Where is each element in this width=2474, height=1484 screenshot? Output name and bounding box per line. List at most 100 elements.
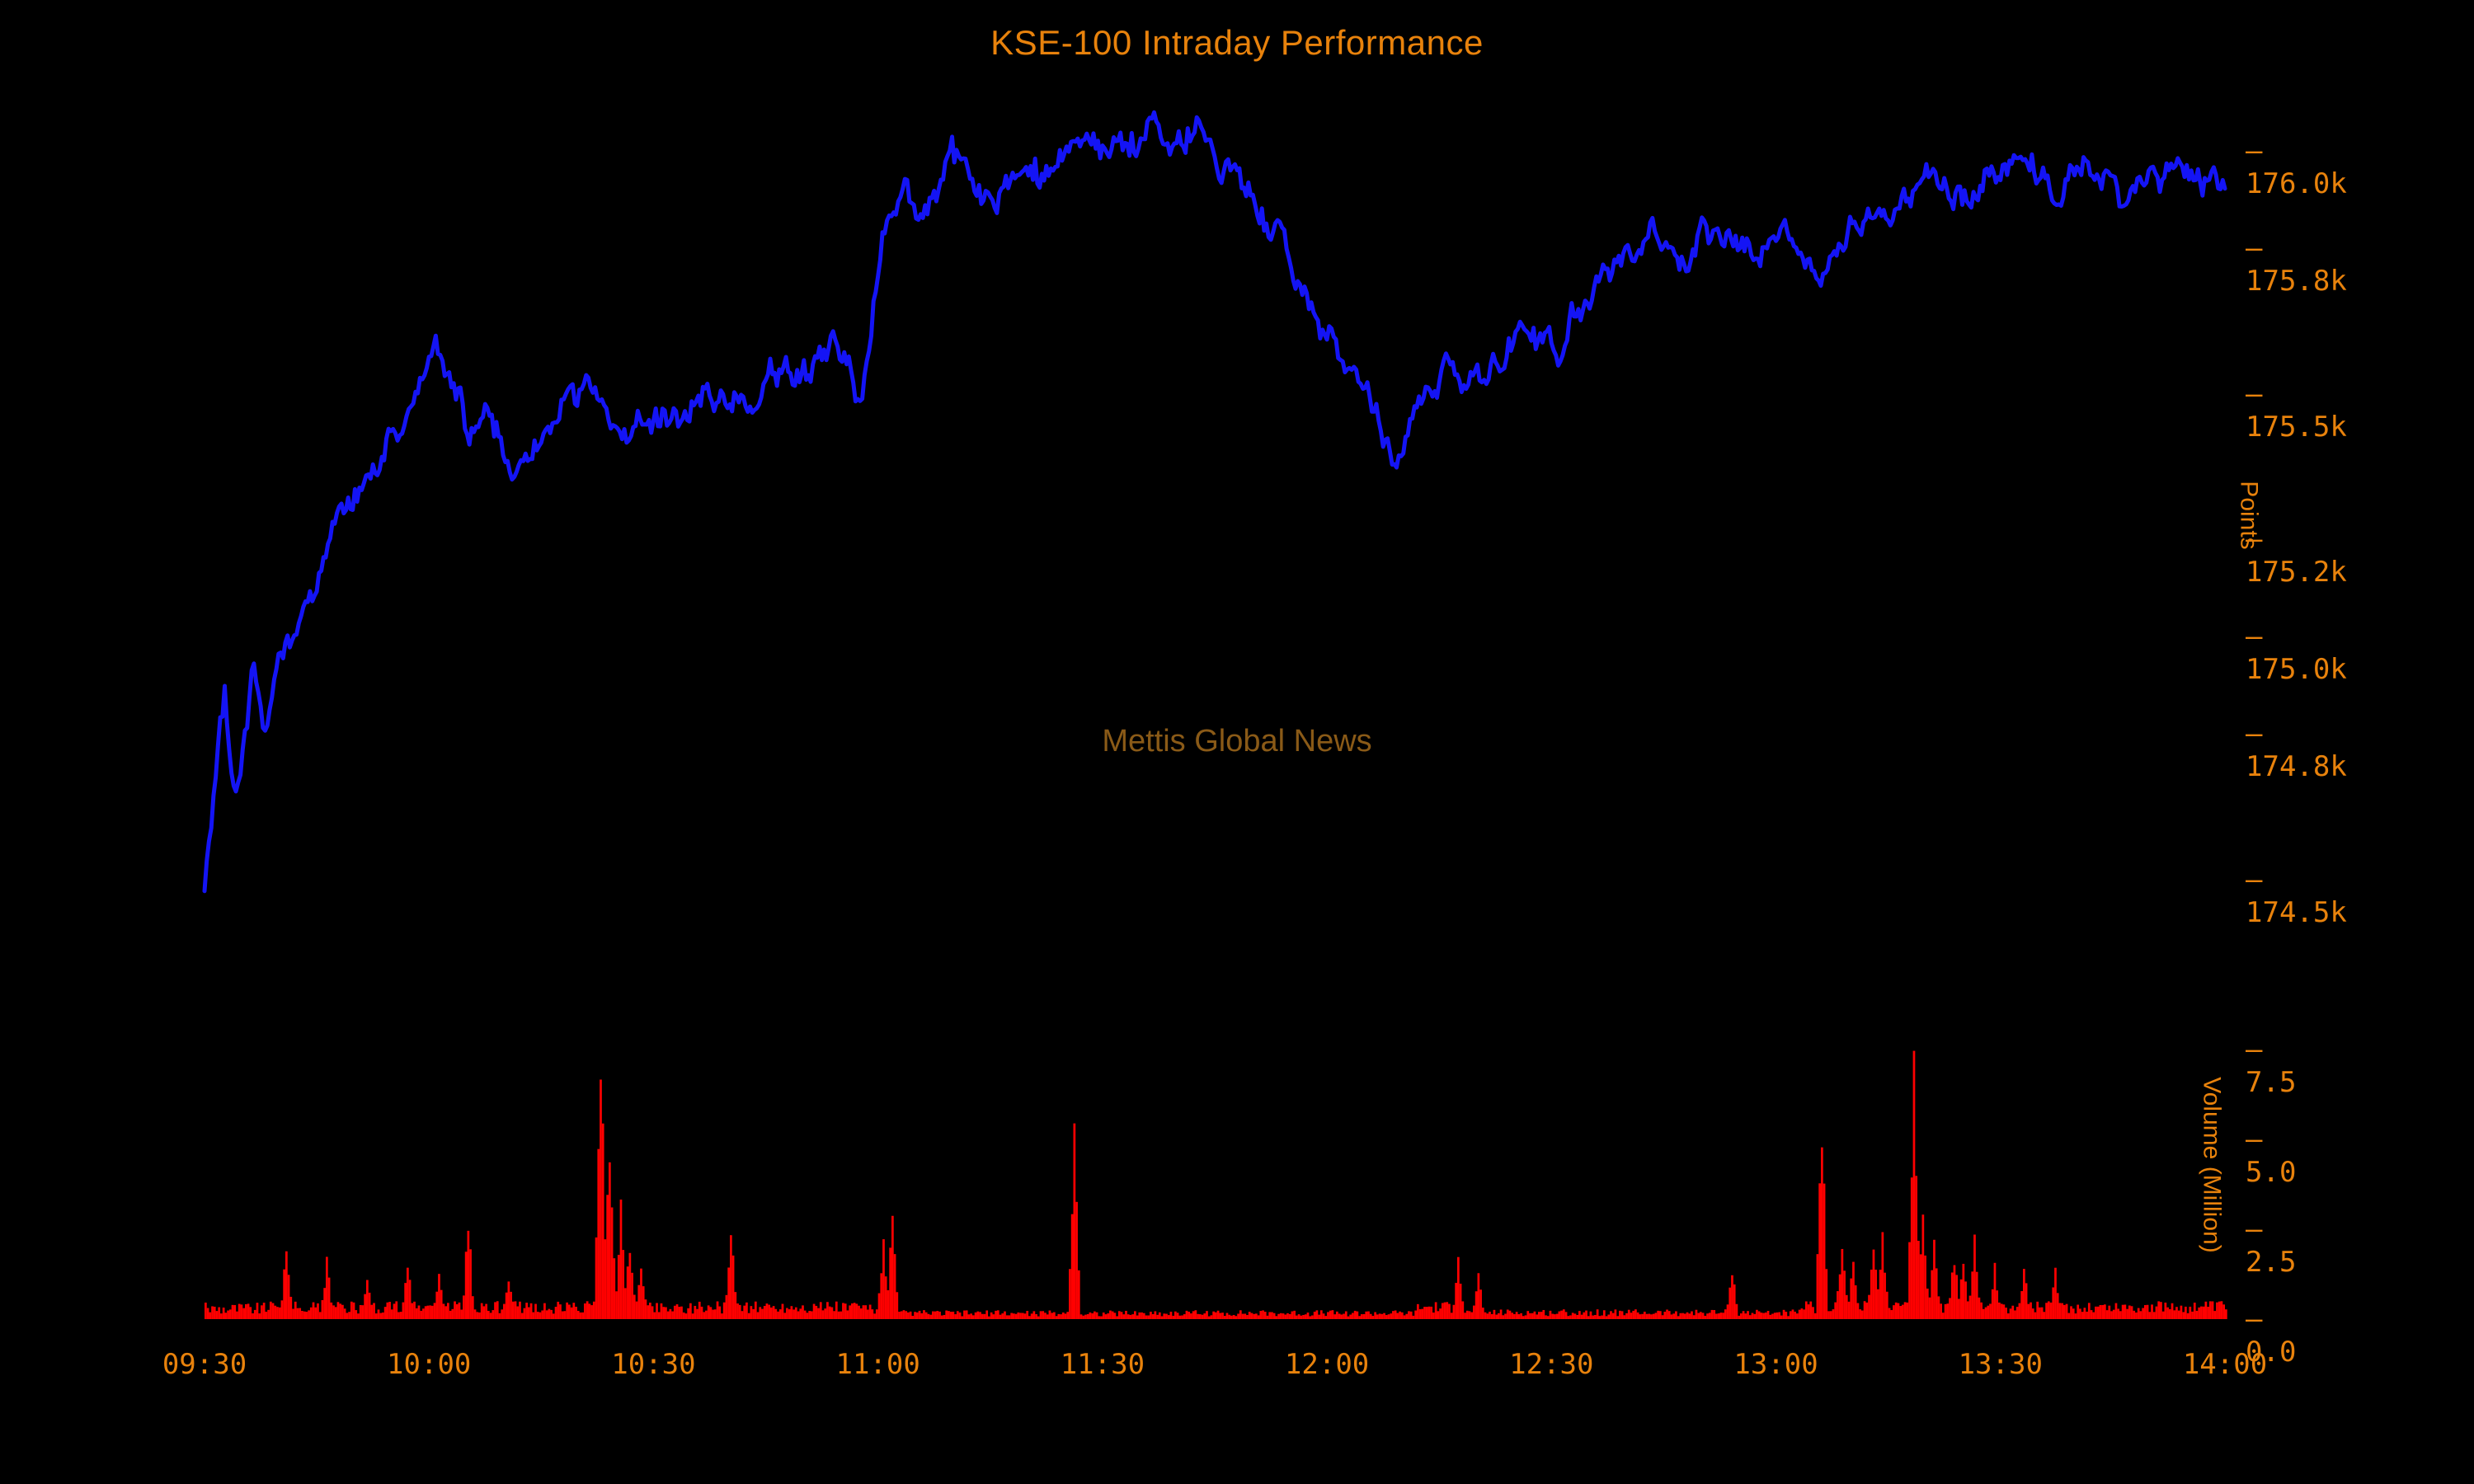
volume-bar[interactable] — [2119, 1311, 2122, 1319]
volume-bar[interactable] — [835, 1302, 838, 1319]
volume-bar[interactable] — [1898, 1303, 1900, 1319]
volume-bar[interactable] — [1879, 1270, 1882, 1319]
volume-bar[interactable] — [1753, 1314, 1756, 1319]
volume-bar[interactable] — [2044, 1312, 2046, 1319]
volume-bar[interactable] — [2041, 1308, 2044, 1319]
volume-bar[interactable] — [1747, 1311, 1749, 1319]
volume-bar[interactable] — [1284, 1314, 1286, 1319]
volume-bar[interactable] — [1370, 1314, 1372, 1319]
volume-bar[interactable] — [1461, 1301, 1464, 1319]
volume-bar[interactable] — [2196, 1311, 2199, 1319]
volume-bar[interactable] — [1731, 1275, 1733, 1319]
volume-bar[interactable] — [941, 1316, 943, 1319]
volume-bar[interactable] — [1563, 1309, 1565, 1319]
volume-bar[interactable] — [726, 1295, 728, 1319]
volume-bar[interactable] — [1004, 1312, 1006, 1319]
volume-bar[interactable] — [782, 1304, 784, 1319]
volume-bar[interactable] — [478, 1313, 481, 1319]
volume-bar[interactable] — [2148, 1312, 2151, 1319]
volume-bar[interactable] — [807, 1313, 809, 1319]
volume-bar[interactable] — [1028, 1316, 1031, 1319]
volume-bar[interactable] — [696, 1309, 698, 1319]
volume-bar[interactable] — [1172, 1316, 1174, 1319]
volume-bar[interactable] — [344, 1308, 346, 1319]
volume-bar[interactable] — [1888, 1308, 1891, 1319]
volume-bar[interactable] — [1884, 1273, 1886, 1319]
volume-bar[interactable] — [1908, 1242, 1911, 1319]
volume-bar[interactable] — [954, 1314, 957, 1319]
volume-bar[interactable] — [757, 1313, 760, 1320]
volume-bar[interactable] — [2052, 1288, 2054, 1319]
volume-bar[interactable] — [1520, 1313, 1522, 1319]
volume-bar[interactable] — [1774, 1313, 1776, 1319]
volume-bar[interactable] — [1987, 1306, 1989, 1319]
volume-bar[interactable] — [225, 1313, 228, 1319]
volume-bar[interactable] — [1357, 1312, 1359, 1319]
volume-bar[interactable] — [568, 1304, 571, 1319]
volume-bar[interactable] — [1457, 1257, 1460, 1319]
volume-bar[interactable] — [285, 1252, 288, 1319]
volume-bar[interactable] — [1215, 1313, 1217, 1319]
volume-bar[interactable] — [602, 1124, 604, 1319]
volume-bar[interactable] — [1929, 1298, 1931, 1319]
volume-bar[interactable] — [1013, 1313, 1015, 1319]
volume-bar[interactable] — [1823, 1184, 1826, 1319]
volume-bar[interactable] — [1554, 1314, 1556, 1319]
volume-bar[interactable] — [1693, 1315, 1696, 1319]
volume-bar[interactable] — [1395, 1311, 1397, 1319]
volume-bar[interactable] — [985, 1310, 988, 1319]
volume-bar[interactable] — [1933, 1240, 1935, 1319]
volume-bar[interactable] — [963, 1311, 966, 1319]
volume-bar[interactable] — [761, 1309, 764, 1319]
volume-bar[interactable] — [373, 1303, 375, 1319]
volume-bar[interactable] — [1047, 1314, 1049, 1319]
volume-bar[interactable] — [2175, 1307, 2178, 1319]
volume-bar[interactable] — [1249, 1312, 1251, 1319]
volume-bar[interactable] — [1056, 1316, 1058, 1319]
volume-bar[interactable] — [1864, 1301, 1866, 1319]
volume-bar[interactable] — [2133, 1311, 2135, 1319]
volume-bar[interactable] — [1380, 1314, 1383, 1319]
volume-bar[interactable] — [227, 1311, 229, 1319]
volume-bar[interactable] — [1756, 1310, 1758, 1319]
volume-bar[interactable] — [429, 1305, 431, 1319]
volume-bar[interactable] — [943, 1315, 946, 1319]
volume-bar[interactable] — [1637, 1313, 1639, 1319]
volume-bar[interactable] — [689, 1303, 692, 1319]
volume-bar[interactable] — [1217, 1311, 1220, 1319]
volume-bar[interactable] — [777, 1312, 779, 1319]
volume-bar[interactable] — [2014, 1310, 2016, 1319]
volume-bar[interactable] — [936, 1311, 938, 1319]
volume-bar[interactable] — [721, 1313, 723, 1319]
volume-bar[interactable] — [1100, 1317, 1103, 1319]
volume-bar[interactable] — [1778, 1313, 1780, 1319]
volume-bar[interactable] — [999, 1315, 1002, 1319]
volume-bar[interactable] — [2207, 1307, 2209, 1319]
volume-bar[interactable] — [355, 1310, 357, 1319]
volume-bar[interactable] — [2036, 1302, 2039, 1319]
volume-bar[interactable] — [1479, 1289, 1482, 1319]
volume-bar[interactable] — [622, 1250, 624, 1319]
volume-bar[interactable] — [1414, 1311, 1417, 1319]
volume-bar[interactable] — [409, 1280, 412, 1319]
volume-bar[interactable] — [1242, 1314, 1244, 1319]
volume-bar[interactable] — [2095, 1307, 2097, 1319]
volume-bar[interactable] — [2100, 1305, 2102, 1319]
volume-bar[interactable] — [1857, 1303, 1860, 1319]
volume-bar[interactable] — [1758, 1312, 1761, 1319]
volume-bar[interactable] — [1942, 1313, 1945, 1319]
volume-bar[interactable] — [1087, 1314, 1089, 1319]
volume-bar[interactable] — [1529, 1313, 1531, 1319]
volume-bar[interactable] — [252, 1313, 254, 1319]
volume-bar[interactable] — [1009, 1315, 1011, 1319]
volume-bar[interactable] — [822, 1310, 825, 1319]
volume-bar[interactable] — [369, 1293, 371, 1319]
volume-bar[interactable] — [595, 1237, 598, 1319]
volume-bar[interactable] — [2187, 1313, 2189, 1319]
volume-bar[interactable] — [541, 1310, 543, 1319]
volume-bar[interactable] — [1219, 1313, 1221, 1319]
volume-bar[interactable] — [1769, 1315, 1771, 1319]
volume-bar[interactable] — [1155, 1311, 1157, 1319]
volume-bar[interactable] — [1051, 1313, 1053, 1319]
volume-bar[interactable] — [1522, 1316, 1525, 1319]
